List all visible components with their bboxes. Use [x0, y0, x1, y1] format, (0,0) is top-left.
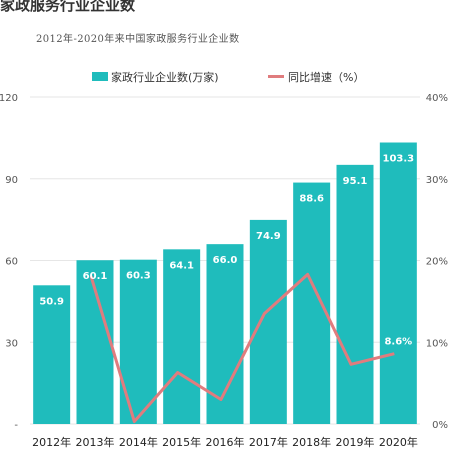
legend-swatch-bar	[92, 72, 108, 81]
bar	[336, 164, 374, 425]
y-right-tick-label: 10%	[426, 338, 448, 349]
bar-value-label: 60.3	[126, 271, 151, 282]
y-left-tick-label: -	[14, 420, 18, 431]
y-left-tick-label: 120	[0, 93, 18, 104]
bar	[249, 219, 287, 424]
bar-value-label: 66.0	[213, 255, 238, 266]
bar-value-label: 74.9	[256, 231, 281, 242]
x-tick-label: 2018年	[292, 435, 331, 449]
y-left-tick-label: 30	[5, 338, 18, 349]
y-left-tick-label: 60	[5, 257, 18, 268]
bar	[206, 244, 244, 424]
chart-title: 家政服务行业企业数	[0, 0, 136, 14]
bar-value-label: 103.3	[383, 154, 415, 165]
growth-line	[89, 272, 395, 424]
legend-label-line: 同比增速（%）	[288, 70, 364, 84]
x-tick-label: 2017年	[249, 435, 288, 449]
y-left-tick-label: 90	[5, 175, 18, 186]
y-right-tick-label: 40%	[426, 93, 448, 104]
y-right-tick-label: 20%	[426, 257, 448, 268]
legend-label-bar: 家政行业企业数(万家)	[111, 70, 219, 84]
line-value-label: 8.6%	[384, 337, 412, 348]
x-tick-label: 2020年	[379, 435, 418, 449]
y-right-tick-label: 30%	[426, 175, 448, 186]
bar	[119, 259, 157, 424]
bar	[33, 285, 71, 424]
x-tick-label: 2015年	[162, 435, 201, 449]
bar-value-label: 88.6	[299, 194, 324, 205]
y-right-tick-label: 0%	[432, 420, 448, 431]
chart-subtitle: 2012年-2020年来中国家政服务行业企业数	[36, 34, 240, 45]
x-tick-label: 2014年	[119, 435, 158, 449]
x-tick-label: 2012年	[32, 435, 71, 449]
bar	[379, 142, 417, 424]
bar-value-label: 50.9	[39, 296, 64, 307]
bar-value-label: 95.1	[343, 176, 368, 187]
bar	[293, 182, 331, 424]
bar	[163, 249, 201, 424]
bar-value-label: 60.1	[83, 271, 108, 282]
x-tick-label: 2016年	[206, 435, 245, 449]
x-tick-label: 2013年	[76, 435, 115, 449]
x-tick-label: 2019年	[336, 435, 375, 449]
bar-value-label: 64.1	[169, 260, 194, 271]
